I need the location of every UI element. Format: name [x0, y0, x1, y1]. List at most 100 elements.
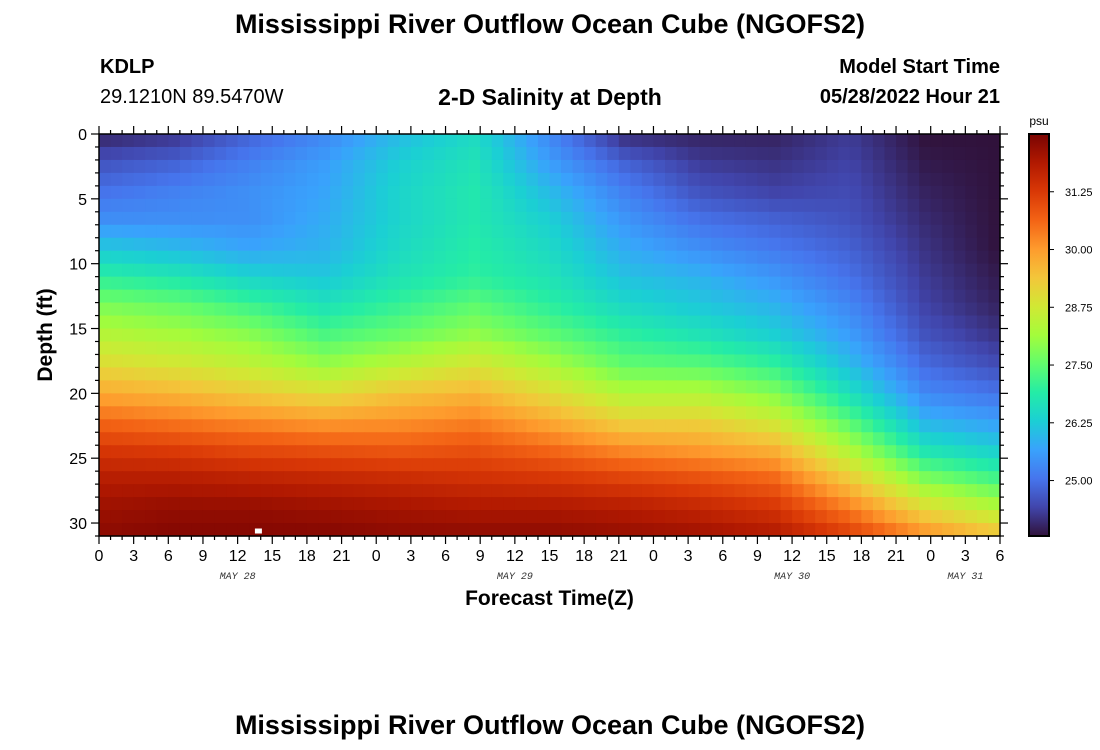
heatmap-cell — [237, 393, 250, 407]
heatmap-cell — [976, 224, 990, 239]
heatmap-cell — [145, 276, 158, 291]
heatmap-cell — [330, 250, 343, 265]
heatmap-cell — [688, 315, 701, 330]
heatmap-cell — [306, 224, 320, 239]
heatmap-cell — [711, 471, 724, 485]
heatmap-cell — [618, 354, 631, 369]
heatmap-cell — [919, 471, 932, 485]
heatmap-cell — [537, 315, 551, 330]
heatmap-cell — [202, 406, 216, 420]
heatmap-cell — [122, 185, 135, 200]
heatmap-cell — [457, 393, 470, 407]
heatmap-cell — [549, 354, 562, 369]
heatmap-cell — [330, 445, 343, 459]
heatmap-cell — [145, 341, 158, 356]
heatmap-cell — [156, 406, 169, 420]
heatmap-cell — [133, 159, 146, 174]
x-axis-label: Forecast Time(Z) — [465, 587, 634, 610]
heatmap-cell — [387, 172, 400, 187]
heatmap-cell — [445, 328, 458, 343]
heatmap-cell — [491, 185, 504, 200]
heatmap-cell — [838, 471, 851, 485]
heatmap-cell — [237, 510, 250, 524]
heatmap-cell — [641, 134, 655, 148]
heatmap-cell — [110, 224, 123, 239]
heatmap-cell — [803, 406, 816, 420]
heatmap-cell — [133, 224, 146, 239]
heatmap-cell — [861, 211, 874, 226]
heatmap-cell — [930, 263, 943, 278]
heatmap-cell — [607, 471, 620, 485]
heatmap-cell — [711, 406, 724, 420]
heatmap-cell — [641, 419, 655, 433]
heatmap-cell — [780, 146, 793, 161]
heatmap-cell — [699, 172, 712, 187]
heatmap-cell — [226, 315, 239, 330]
heatmap-cell — [260, 134, 273, 148]
heatmap-cell — [699, 289, 712, 304]
heatmap-cell — [607, 367, 620, 381]
heatmap-cell — [330, 419, 343, 433]
heatmap-cell — [780, 185, 793, 200]
heatmap-cell — [953, 159, 966, 174]
heatmap-cell — [849, 302, 862, 317]
heatmap-cell — [896, 276, 909, 291]
heatmap-cell — [156, 237, 169, 252]
heatmap-cell — [110, 159, 123, 174]
heatmap-cell — [283, 419, 296, 433]
heatmap-cell — [295, 354, 308, 369]
heatmap-cell — [641, 172, 655, 187]
heatmap-cell — [480, 484, 493, 498]
heatmap-cell — [803, 198, 816, 213]
heatmap-cell — [711, 134, 724, 148]
heatmap-cell — [283, 367, 296, 381]
heatmap-cell — [630, 289, 643, 304]
heatmap-cell — [722, 406, 735, 420]
heatmap-cell — [572, 354, 585, 369]
heatmap-cell — [514, 237, 527, 252]
heatmap-cell — [122, 263, 135, 278]
heatmap-cell — [191, 185, 204, 200]
heatmap-cell — [503, 224, 516, 239]
heatmap-cell — [976, 341, 990, 356]
heatmap-cell — [422, 146, 435, 161]
heatmap-cell — [699, 458, 712, 472]
heatmap-cell — [410, 224, 424, 239]
heatmap-cell — [457, 198, 470, 213]
heatmap-cell — [433, 432, 447, 446]
heatmap-cell — [295, 172, 308, 187]
heatmap-cell — [260, 354, 273, 369]
heatmap-cell — [711, 172, 724, 187]
heatmap-cell — [618, 328, 631, 343]
heatmap-cell — [272, 198, 285, 213]
heatmap-cell — [976, 497, 990, 511]
heatmap-cell — [110, 393, 123, 407]
heatmap-cell — [861, 328, 874, 343]
heatmap-cell — [618, 185, 631, 200]
heatmap-cell — [641, 380, 655, 394]
heatmap-cell — [249, 484, 262, 498]
heatmap-cell — [803, 315, 816, 330]
heatmap-cell — [480, 497, 493, 511]
heatmap-cell — [896, 315, 909, 330]
heatmap-cell — [572, 419, 585, 433]
heatmap-cell — [942, 302, 955, 317]
heatmap-cell — [468, 458, 481, 472]
heatmap-cell — [491, 289, 504, 304]
heatmap-cell — [156, 523, 169, 537]
heatmap-cell — [122, 237, 135, 252]
heatmap-cell — [179, 302, 193, 317]
heatmap-cell — [249, 510, 262, 524]
heatmap-cell — [168, 237, 181, 252]
heatmap-cell — [607, 250, 620, 265]
heatmap-cell — [272, 393, 285, 407]
heatmap-cell — [422, 497, 435, 511]
heatmap-cell — [641, 276, 655, 291]
heatmap-cell — [480, 354, 493, 369]
heatmap-cell — [191, 250, 204, 265]
heatmap-cell — [653, 406, 666, 420]
heatmap-cell — [364, 159, 377, 174]
x-axis: 0 3 6 9 12 15 18 21 0 3 6 9 12 15 18 21 0 3 6 9 12 15 18 21 0 3 6 — [95, 126, 1005, 565]
heatmap-cell — [976, 510, 990, 524]
x-tick-label: 9 — [476, 548, 485, 565]
